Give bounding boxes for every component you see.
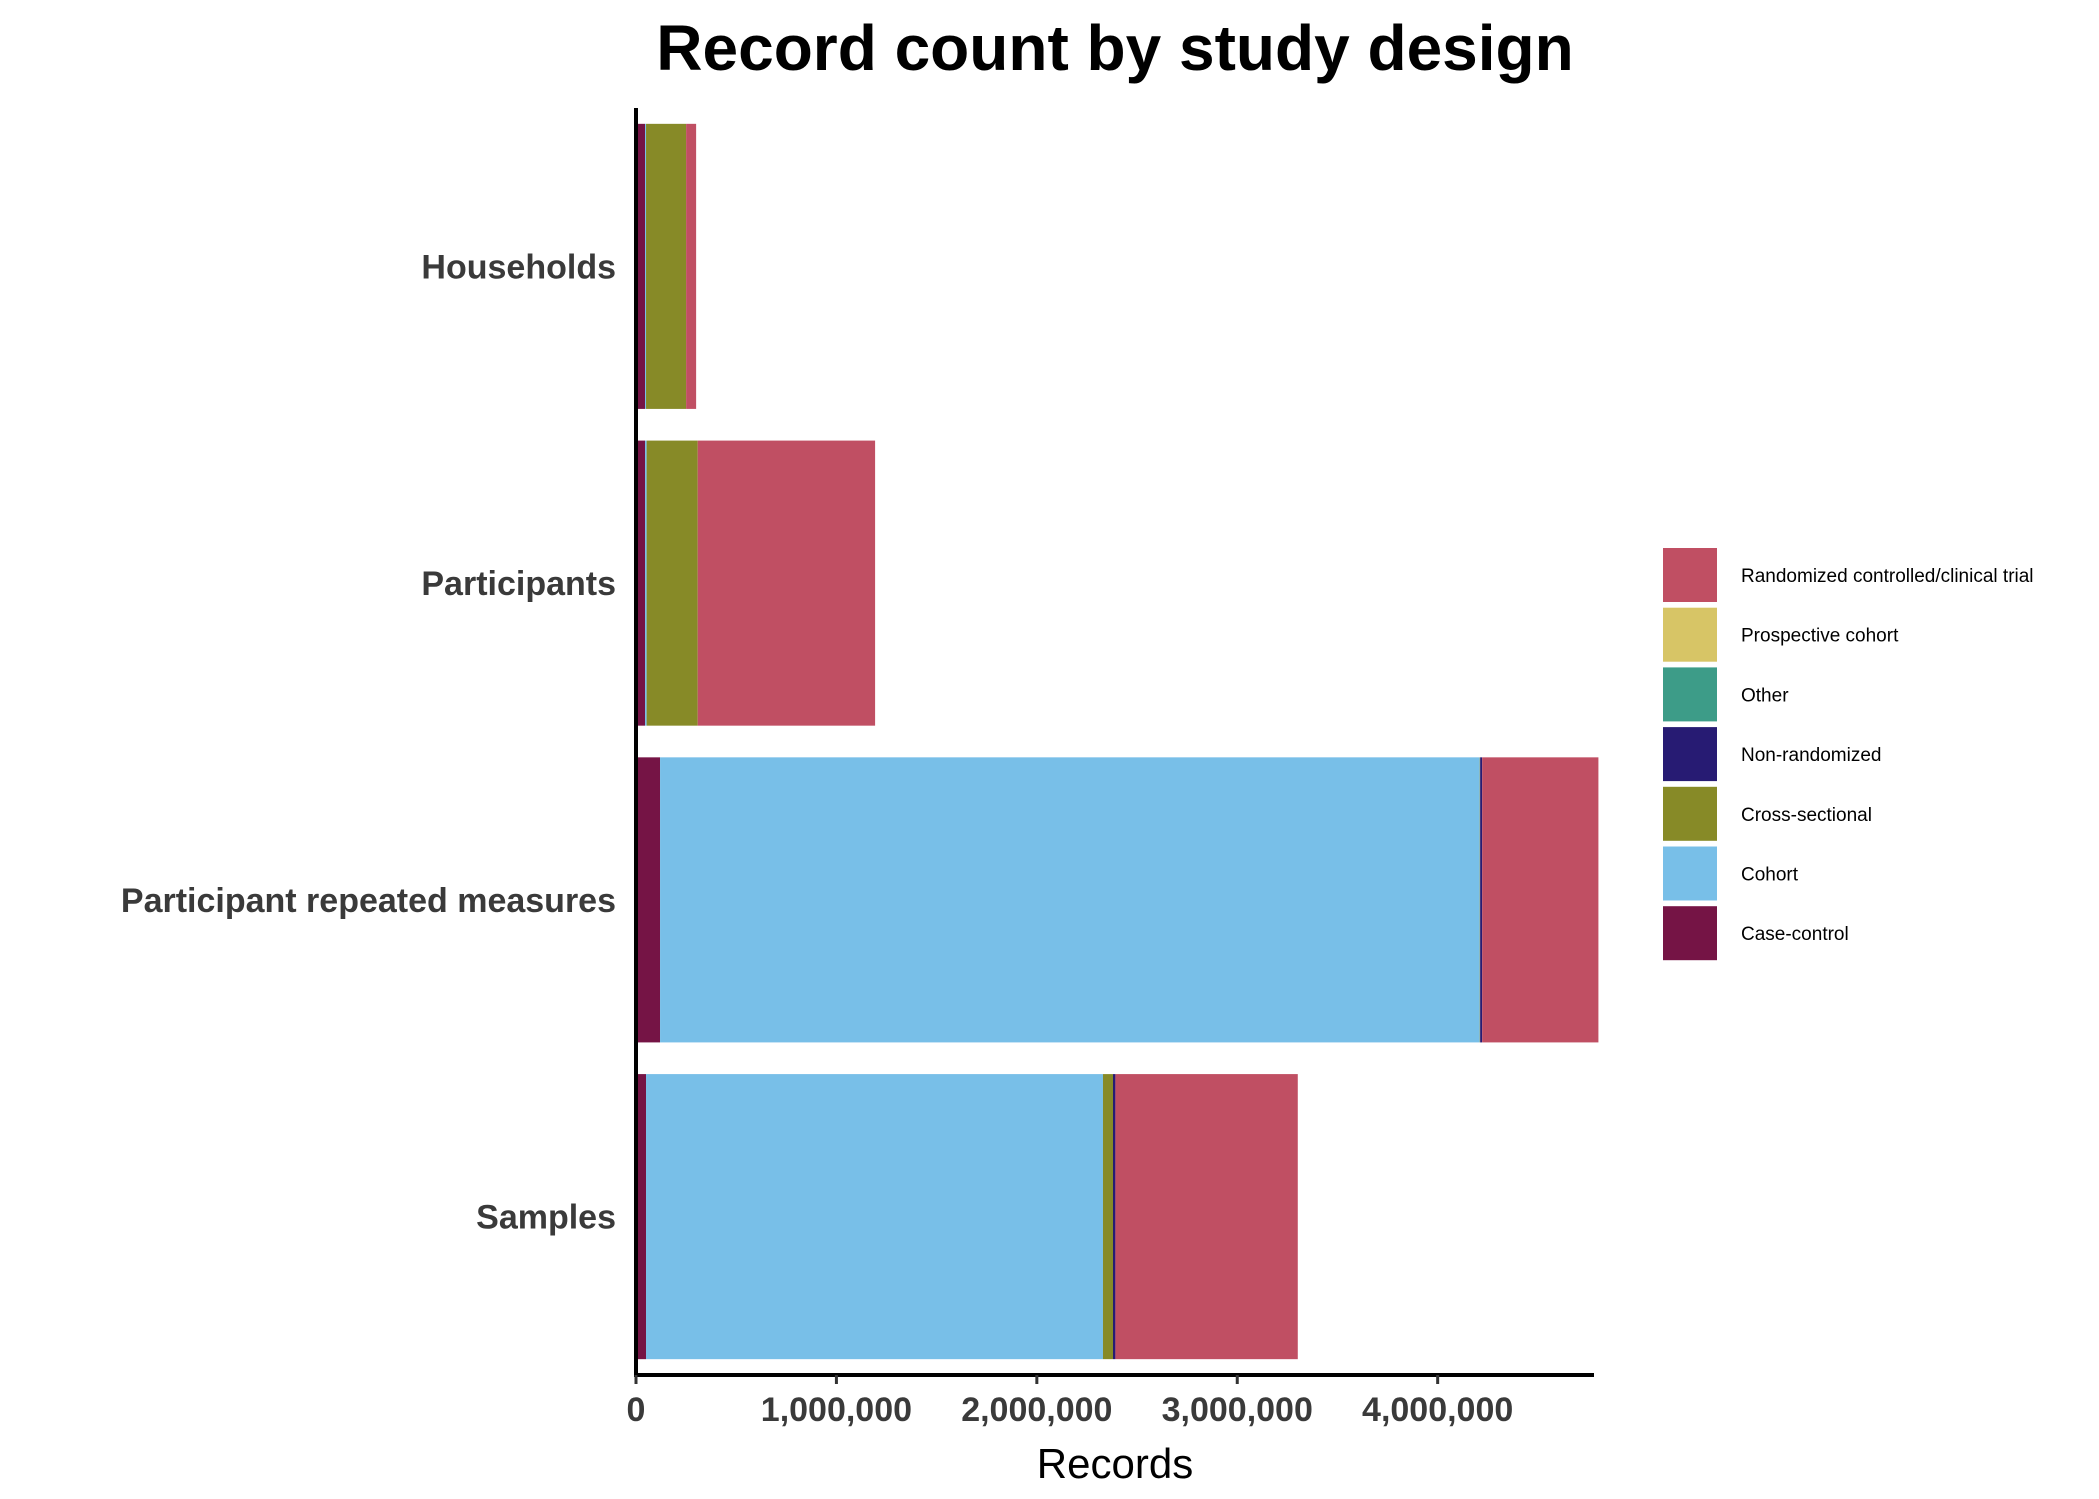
bar-segment-0-2 [646,123,687,409]
bar-segment-1-6 [697,440,876,726]
legend-label: Case-control [1741,924,1849,945]
bar-segment-1-0 [636,440,646,726]
bar-segment-0-6 [686,123,697,409]
legend-swatch [1663,607,1717,662]
x-tick-label: 3,000,000 [1162,1391,1313,1429]
bar-segment-3-6 [1115,1074,1298,1360]
legend-swatch [1663,846,1717,901]
bar-segment-2-1 [660,757,1480,1043]
bar-segment-3-2 [1102,1074,1113,1360]
x-tick-label: 2,000,000 [961,1391,1112,1429]
legend-label: Other [1741,685,1789,706]
bar-segment-2-3 [1480,757,1483,1043]
bar-segment-3-3 [1112,1074,1116,1360]
legend-swatch [1663,727,1717,782]
legend-label: Cross-sectional [1741,805,1872,826]
bar-segment-2-6 [1482,757,1599,1043]
legend-label: Non-randomized [1741,745,1881,766]
bar-segment-3-1 [646,1074,1103,1360]
legend-swatch [1663,786,1717,841]
legend-swatch [1663,906,1717,961]
category-label: Participants [421,565,616,603]
chart-title: Record count by study design [656,12,1573,84]
category-label: Households [421,248,616,286]
category-label: Participant repeated measures [121,882,616,920]
category-label: Samples [476,1199,616,1237]
bar-segment-0-1 [645,123,647,409]
x-tick-label: 4,000,000 [1362,1391,1513,1429]
legend-label: Cohort [1741,865,1799,886]
legend-swatch [1663,667,1717,722]
legend: Randomized controlled/clinical trial Pros… [1663,548,2034,961]
bar-segment-3-0 [636,1074,647,1360]
x-tick-label: 0 [627,1391,646,1429]
x-axis-title: Records [1037,1440,1193,1487]
legend-swatch [1663,548,1717,602]
x-tick-label: 1,000,000 [761,1391,912,1429]
legend-label: Randomized controlled/clinical trial [1741,566,2034,587]
bar-segment-0-0 [636,123,646,409]
x-axis-ticks: 0 1,000,000 2,000,000 3,000,000 4,000,000 [627,1375,1513,1429]
bar-segment-1-1 [645,440,647,726]
legend-label: Prospective cohort [1741,626,1899,647]
bars-layer [636,123,1599,1360]
bar-segment-1-2 [646,440,698,726]
category-labels: Households Participants Participant repeat… [121,248,616,1236]
bar-segment-2-0 [636,757,661,1043]
